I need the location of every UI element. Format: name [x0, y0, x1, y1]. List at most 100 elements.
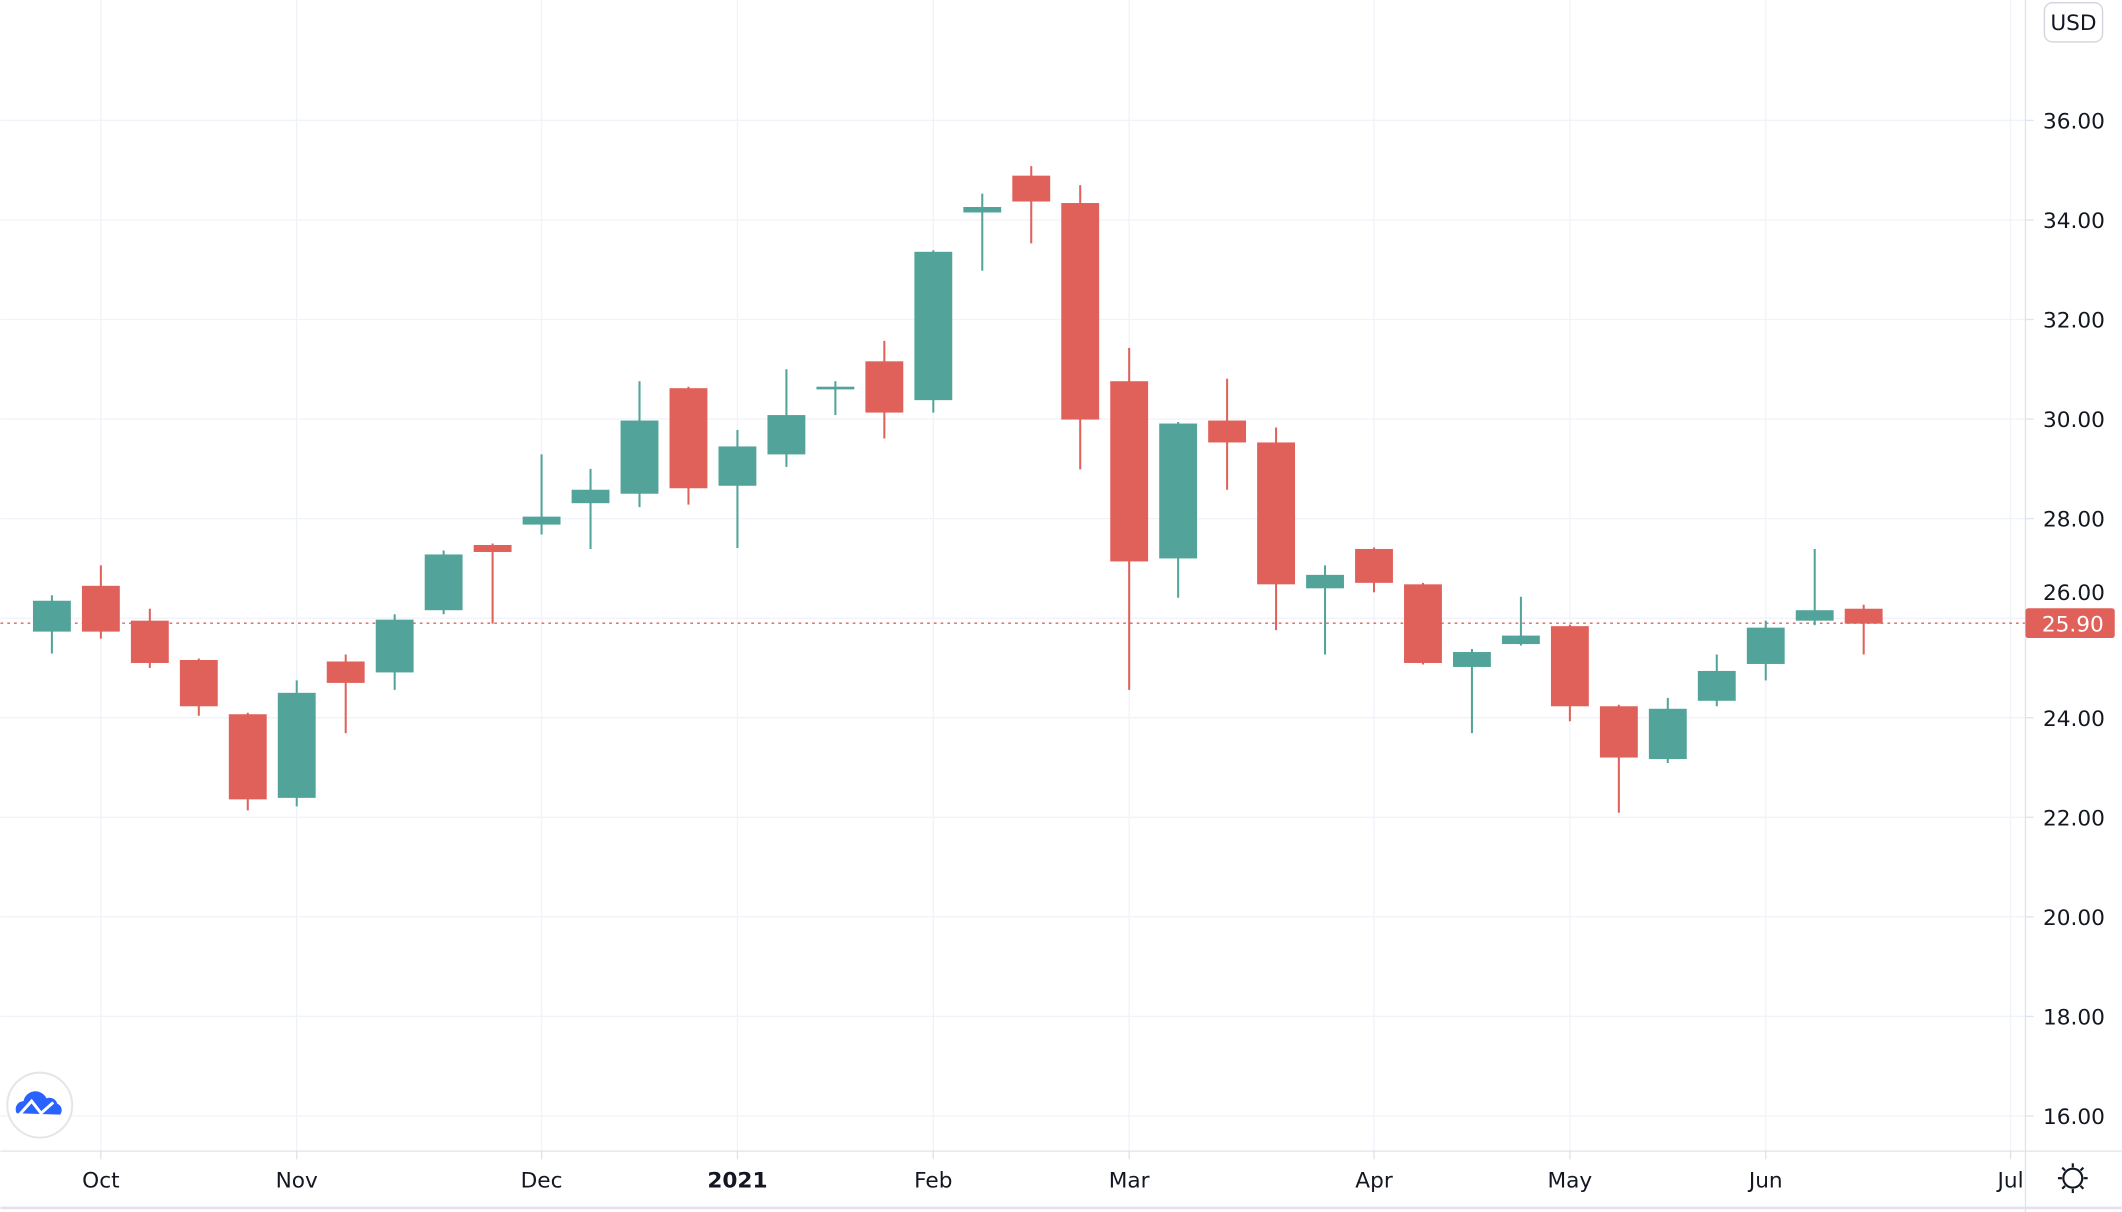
candle-down — [1012, 166, 1051, 244]
y-tick-label: 26.00 — [2043, 581, 2105, 606]
candle-up — [1746, 620, 1785, 681]
candle-up — [1648, 697, 1687, 764]
current-price-badge: 25.90 — [2025, 608, 2115, 639]
x-tick-label: May — [1548, 1169, 1593, 1194]
y-tick-label: 24.00 — [2043, 707, 2105, 732]
candles — [32, 166, 1883, 813]
candle-body — [1844, 608, 1883, 624]
candle-up — [914, 250, 953, 413]
candle-body — [963, 207, 1002, 213]
candle-body — [767, 415, 806, 455]
x-tick-label: Nov — [276, 1169, 318, 1194]
candle-up — [718, 430, 757, 548]
candle-body — [1550, 626, 1589, 707]
candle-down — [130, 608, 169, 668]
candle-down — [669, 386, 708, 505]
candle-body — [522, 516, 561, 525]
candle-body — [473, 544, 512, 552]
x-tick-label: 2021 — [707, 1169, 767, 1194]
candle-down — [1404, 582, 1442, 665]
candle-up — [32, 595, 71, 654]
candle-body — [1257, 442, 1296, 585]
candle-body — [1061, 203, 1100, 420]
candle-body — [228, 714, 267, 800]
time-axis[interactable]: Oct Nov Dec 2021 Feb Mar Apr May Jun Jul — [82, 1151, 2024, 1194]
x-tick-label: Oct — [82, 1169, 119, 1194]
candle-up — [522, 454, 561, 535]
candle-body — [620, 420, 659, 494]
candle-up — [963, 193, 1002, 271]
y-tick-label: 16.00 — [2043, 1105, 2105, 1130]
candle-body — [914, 251, 953, 401]
candle-up — [277, 680, 316, 807]
y-tick-label: 30.00 — [2043, 408, 2105, 433]
candle-up — [1795, 548, 1834, 626]
x-tick-label: Dec — [521, 1169, 563, 1194]
candle-body — [424, 554, 463, 611]
y-tick-label: 20.00 — [2043, 906, 2105, 931]
candle-body — [1159, 423, 1198, 559]
candle-up — [1453, 649, 1491, 734]
grid — [0, 0, 2026, 1152]
candle-body — [1501, 635, 1540, 645]
price-axis[interactable]: 36.00 34.00 32.00 30.00 28.00 26.00 24.00 22.00… — [2025, 110, 2105, 1131]
candle-body — [81, 585, 120, 632]
candle-down — [1257, 427, 1296, 631]
candle-body — [1110, 381, 1149, 562]
candle-body — [375, 619, 414, 673]
candle-down — [179, 658, 218, 716]
candle-body — [1012, 175, 1051, 202]
candle-up — [1697, 654, 1736, 707]
candle-body — [865, 361, 904, 413]
settings-button[interactable] — [2057, 1163, 2088, 1194]
y-tick-label: 22.00 — [2043, 806, 2105, 831]
candle-down — [1599, 704, 1638, 813]
currency-label: USD — [2050, 11, 2096, 36]
candle-body — [718, 446, 757, 486]
candle-body — [1697, 670, 1736, 701]
gear-icon — [2057, 1163, 2088, 1194]
tradingview-logo-button[interactable] — [6, 1071, 74, 1139]
y-tick-label: 36.00 — [2043, 110, 2105, 135]
candle-body — [32, 600, 71, 632]
candle-body — [1208, 420, 1247, 443]
candle-down — [326, 654, 365, 734]
y-tick-label: 34.00 — [2043, 209, 2105, 234]
candle-up — [620, 381, 659, 508]
candle-down — [473, 543, 512, 624]
candle-body — [1355, 548, 1393, 583]
candle-up — [1159, 422, 1198, 598]
currency-button[interactable]: USD — [2043, 2, 2104, 43]
candle-up — [571, 468, 610, 549]
candle-up — [767, 369, 806, 467]
y-tick-label: 28.00 — [2043, 508, 2105, 533]
candle-body — [179, 659, 218, 707]
candle-body — [1648, 708, 1687, 760]
candle-down — [1355, 547, 1393, 593]
candle-up — [375, 614, 414, 690]
candle-up — [1306, 565, 1344, 655]
candle-body — [571, 489, 610, 504]
candle-body — [816, 386, 855, 390]
x-tick-label: Mar — [1109, 1169, 1150, 1194]
candle-body — [277, 692, 316, 798]
candle-down — [1110, 347, 1149, 690]
candle-body — [669, 388, 708, 489]
candle-up — [1501, 596, 1540, 646]
x-tick-label: Jul — [1996, 1169, 2024, 1194]
candle-body — [1795, 610, 1834, 621]
candle-down — [1844, 604, 1883, 655]
y-tick-label: 32.00 — [2043, 309, 2105, 334]
y-tick-label: 18.00 — [2043, 1006, 2105, 1031]
candle-down — [81, 565, 120, 639]
candle-body — [130, 620, 169, 663]
tradingview-cloud-logo-icon — [15, 1091, 62, 1115]
candle-body — [1746, 627, 1785, 664]
candle-down — [1550, 624, 1589, 722]
candle-body — [1599, 706, 1638, 758]
candle-body — [1404, 584, 1442, 663]
candle-up — [816, 381, 855, 416]
candle-body — [1453, 652, 1491, 667]
candle-down — [865, 340, 904, 439]
